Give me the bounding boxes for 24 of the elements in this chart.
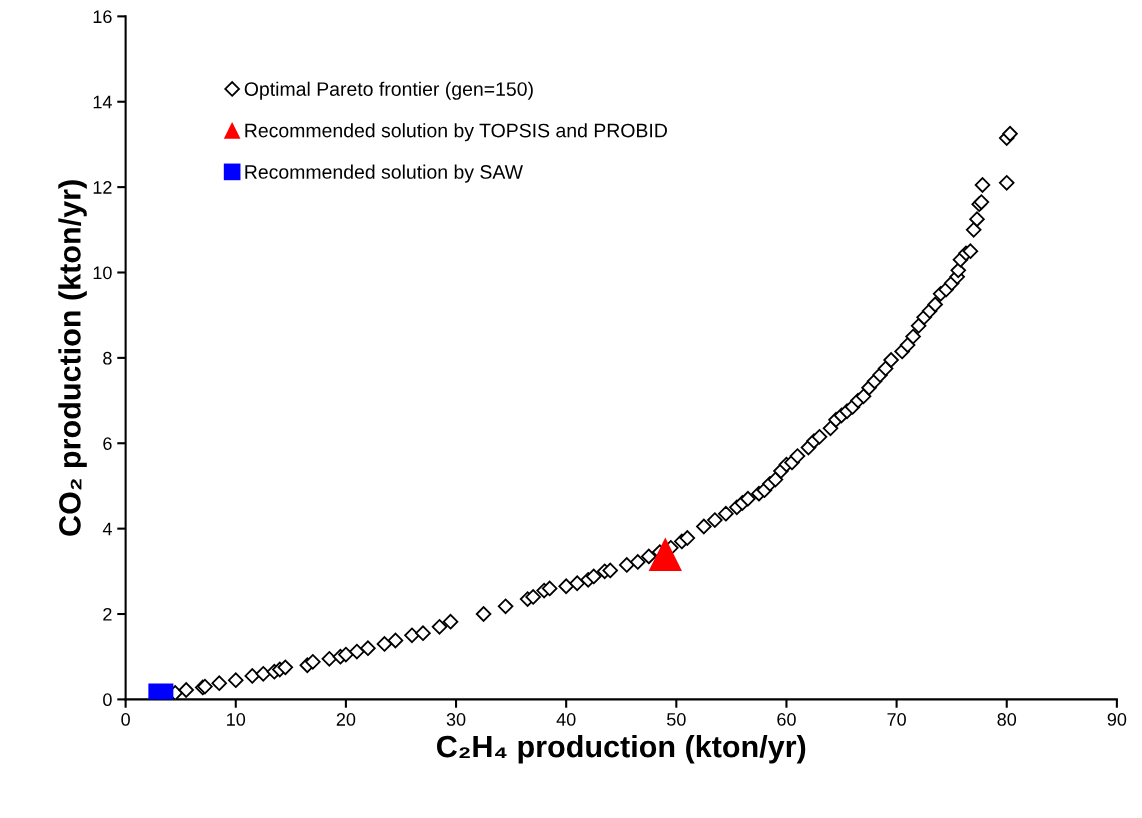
y-tick-label: 8: [103, 351, 112, 365]
legend-label: Recommended solution by SAW: [245, 164, 523, 183]
legend-label: Optimal Pareto frontier (gen=150): [244, 81, 533, 100]
x-tick-label: 90: [1107, 713, 1127, 726]
x-tick-label: 70: [887, 713, 906, 726]
y-tick-label: 12: [93, 181, 112, 194]
y-tick-label: 2: [103, 607, 112, 621]
y-tick-label: 14: [93, 95, 112, 109]
y-tick-label: 10: [93, 266, 112, 280]
y-tick-label: 4: [102, 522, 112, 536]
y-tick-label: 0: [103, 693, 112, 707]
y-tick-label: 6: [103, 437, 112, 450]
x-tick-label: 50: [667, 713, 686, 726]
x-tick-label: 30: [446, 713, 466, 726]
x-tick-label: 0: [121, 713, 130, 726]
y-tick-label: 16: [93, 10, 112, 24]
legend-label: Recommended solution by TOPSIS and PROBID: [245, 123, 667, 142]
x-tick-label: 20: [336, 713, 356, 726]
x-tick-label: 10: [227, 713, 246, 726]
x-axis-title: C₂H₄ production (kton/yr): [437, 734, 806, 764]
x-tick-label: 40: [556, 713, 576, 726]
x-tick-label: 60: [777, 713, 796, 726]
y-axis-title: CO₂ production (kton/yr): [58, 180, 87, 536]
x-tick-label: 80: [997, 713, 1017, 726]
